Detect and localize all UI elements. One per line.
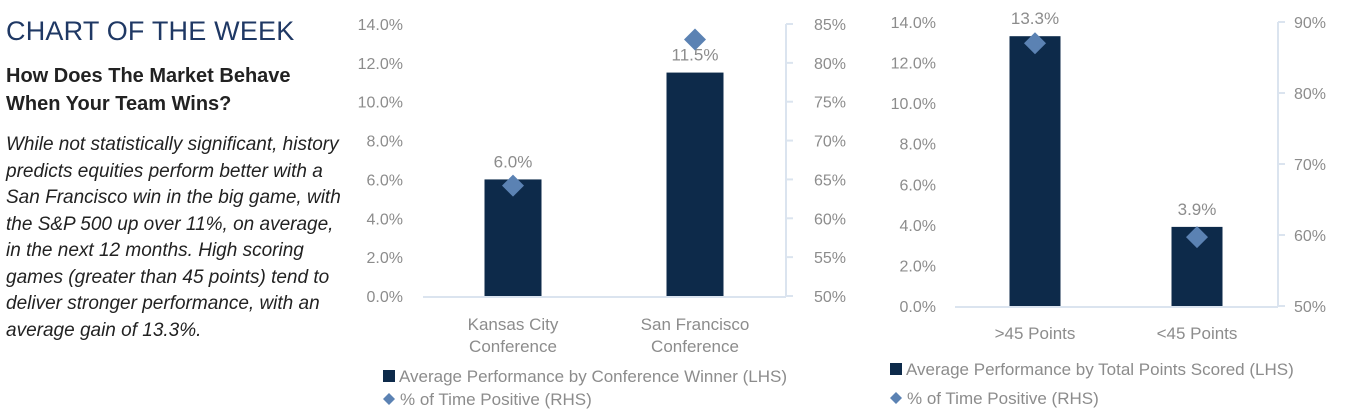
y-left-tick-label: 4.0% — [900, 218, 936, 235]
y-right-tick-label: 90% — [1294, 15, 1326, 32]
y-right-tick-label: 80% — [814, 56, 846, 73]
bar — [484, 179, 542, 296]
legend-bar-swatch — [890, 363, 902, 375]
legend-bar-swatch — [383, 370, 395, 382]
y-left-tick-label: 4.0% — [367, 211, 403, 228]
y-left-tick-label: 8.0% — [900, 137, 936, 154]
category-label: Kansas City Conference — [468, 315, 559, 356]
y-left-tick-label: 10.0% — [891, 96, 936, 113]
chart-1: 0.0% 2.0% 4.0% 6.0% 8.0% 10.0% 12.0% 14.0% 50% 55… — [358, 17, 846, 409]
y-left-tick-label: 10.0% — [358, 95, 403, 112]
y-left-tick-label: 0.0% — [900, 299, 936, 316]
y-right-tick-label: 75% — [814, 95, 846, 112]
y-left-tick-label: 6.0% — [367, 172, 403, 189]
bar — [1009, 36, 1061, 306]
legend-diamond-swatch — [890, 392, 902, 404]
legend: Average Performance by Total Points Scor… — [890, 360, 1294, 408]
y-left-tick-label: 14.0% — [891, 15, 936, 32]
y-right-tick-label: 70% — [1294, 157, 1326, 174]
diamond-marker — [502, 174, 524, 197]
diamond-marker — [1024, 32, 1046, 55]
body-text: While not statistically significant, his… — [6, 134, 341, 341]
legend-diamond-label: % of Time Positive (RHS) — [400, 390, 592, 409]
legend: Average Performance by Conference Winner… — [383, 367, 787, 409]
y-right-tick-label: 50% — [814, 289, 846, 306]
y-left-tick-label: 12.0% — [358, 56, 403, 73]
y-left-tick-label: 0.0% — [367, 289, 403, 306]
headline: How Does The Market Behave When Your Tea… — [6, 65, 291, 115]
y-right-tick-label: 85% — [814, 17, 846, 34]
bar-data-label: 11.5% — [672, 46, 719, 65]
y-left-tick-label: 8.0% — [367, 134, 403, 151]
y-right-tick-label: 65% — [814, 172, 846, 189]
bar-data-label: 13.3% — [1011, 9, 1059, 28]
y-right-tick-label: 60% — [1294, 228, 1326, 245]
diamond-marker — [684, 28, 706, 51]
y-left-tick-label: 6.0% — [900, 177, 936, 194]
legend-bar-label: Average Performance by Conference Winner… — [399, 367, 787, 386]
y-left-tick-label: 2.0% — [900, 258, 936, 275]
y-right-tick-label: 55% — [814, 250, 846, 267]
category-label: >45 Points — [995, 324, 1076, 343]
y-left-tick-label: 12.0% — [891, 56, 936, 73]
diamond-marker — [1186, 226, 1208, 249]
chart-2: 0.0% 2.0% 4.0% 6.0% 8.0% 10.0% 12.0% 14.0% 50% 60… — [890, 9, 1326, 408]
bar-data-label: 3.9% — [1178, 200, 1217, 219]
legend-diamond-label: % of Time Positive (RHS) — [907, 389, 1099, 408]
y-right-tick-label: 60% — [814, 211, 846, 228]
category-label: San Francisco Conference — [641, 315, 750, 356]
y-right-tick-label: 70% — [814, 134, 846, 151]
bar — [666, 72, 724, 296]
y-right-tick-label: 80% — [1294, 86, 1326, 103]
legend-bar-label: Average Performance by Total Points Scor… — [906, 360, 1294, 379]
y-left-tick-label: 2.0% — [367, 250, 403, 267]
y-left-tick-label: 14.0% — [358, 17, 403, 34]
legend-diamond-swatch — [383, 393, 395, 405]
bar-data-label: 6.0% — [494, 152, 533, 171]
y-right-tick-label: 50% — [1294, 299, 1326, 316]
category-label: <45 Points — [1157, 324, 1238, 343]
section-kicker: CHART OF THE WEEK — [6, 16, 295, 46]
